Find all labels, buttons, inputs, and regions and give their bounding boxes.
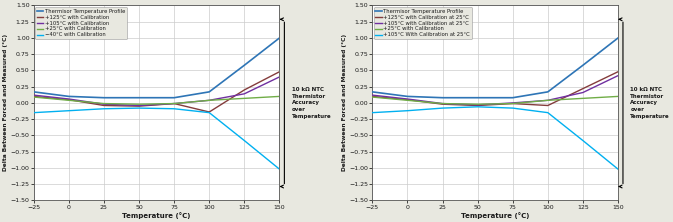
−40°C with Calibration [100,107,108,110]
+105°C With Calibration at 25°C [509,107,517,109]
+25°C with Calibration [474,103,482,105]
+25°C with Calibration [205,99,213,102]
Thermisor Temperature Profile [135,96,143,99]
Thermisor Temperature Profile [509,96,517,99]
Thermisor Temperature Profile [439,96,447,99]
Thermisor Temperature Profile [544,91,552,93]
+25°C with Calibration [65,99,73,102]
Thermisor Temperature Profile [614,37,622,39]
+105°C With Calibration at 25°C [403,109,411,112]
+105°C With Calibration at 25°C [439,107,447,109]
Legend: Thermisor Temperature Profile, +125°C with Calibration, +105°C with Calibration,: Thermisor Temperature Profile, +125°C wi… [35,7,127,39]
Y-axis label: Delta Between Forced and Measured (°C): Delta Between Forced and Measured (°C) [3,34,9,171]
+105°C with Calibration [170,102,178,105]
+125°C with Calibration [65,98,73,101]
+25°C with Calibration [30,96,38,98]
+125°C with Calibration [205,111,213,113]
−40°C with Calibration [30,111,38,114]
Thermisor Temperature Profile [30,91,38,93]
Thermisor Temperature Profile [579,64,587,67]
+105°C With Calibration at 25°C [579,139,587,142]
Line: Thermisor Temperature Profile: Thermisor Temperature Profile [34,38,279,98]
X-axis label: Temperature (°C): Temperature (°C) [122,212,190,218]
Thermisor Temperature Profile [275,37,283,39]
+105°C with Calibration [205,99,213,102]
Thermisor Temperature Profile [368,91,376,93]
Thermisor Temperature Profile [65,95,73,98]
+125°C with Calibration [100,104,108,107]
+25°C with Calibration [579,97,587,100]
+105°C with Calibration [65,98,73,100]
+105°C with Calibration at 25°C [368,94,376,96]
Line: Thermisor Temperature Profile: Thermisor Temperature Profile [372,38,618,98]
+25°C with Calibration [368,96,376,98]
Thermisor Temperature Profile [205,91,213,93]
+125°C with Calibration at 25°C [614,70,622,73]
Y-axis label: Delta Between Forced and Measured (°C): Delta Between Forced and Measured (°C) [342,34,347,171]
+125°C with Calibration at 25°C [509,102,517,105]
+25°C with Calibration [509,102,517,105]
+125°C with Calibration [240,89,248,91]
+25°C with Calibration [275,95,283,98]
+105°C With Calibration at 25°C [368,111,376,114]
+25°C with Calibration [403,99,411,102]
Line: +125°C with Calibration: +125°C with Calibration [34,72,279,112]
Line: −40°C with Calibration: −40°C with Calibration [34,108,279,169]
+105°C with Calibration at 25°C [509,102,517,104]
Line: +25°C with Calibration: +25°C with Calibration [372,96,618,104]
X-axis label: Temperature (°C): Temperature (°C) [461,212,530,218]
Thermisor Temperature Profile [240,64,248,67]
+25°C with Calibration [614,95,622,98]
Line: +105°C with Calibration: +105°C with Calibration [34,77,279,105]
+105°C with Calibration [135,104,143,107]
+125°C with Calibration [275,70,283,73]
+125°C with Calibration at 25°C [544,104,552,107]
+105°C with Calibration [240,93,248,95]
+25°C with Calibration [240,97,248,100]
+25°C with Calibration [439,102,447,105]
+105°C with Calibration [275,76,283,78]
+125°C with Calibration at 25°C [474,104,482,107]
Thermisor Temperature Profile [403,95,411,98]
+105°C with Calibration [100,103,108,105]
+105°C With Calibration at 25°C [474,105,482,108]
+25°C with Calibration [135,103,143,105]
Line: +25°C with Calibration: +25°C with Calibration [34,96,279,104]
Line: +105°C With Calibration at 25°C: +105°C With Calibration at 25°C [372,107,618,169]
−40°C with Calibration [240,139,248,142]
−40°C with Calibration [205,111,213,114]
+125°C with Calibration [170,102,178,105]
+125°C with Calibration [30,95,38,98]
+105°C With Calibration at 25°C [544,111,552,114]
+105°C with Calibration at 25°C [403,98,411,100]
Text: 10 kΩ NTC
Thermistor
Accuracy
over
Temperature: 10 kΩ NTC Thermistor Accuracy over Tempe… [631,87,670,119]
+105°C with Calibration at 25°C [579,91,587,94]
Thermisor Temperature Profile [100,96,108,99]
+25°C with Calibration [544,99,552,102]
+125°C with Calibration at 25°C [439,103,447,105]
Thermisor Temperature Profile [474,96,482,99]
Line: +125°C with Calibration at 25°C: +125°C with Calibration at 25°C [372,72,618,105]
+125°C with Calibration [135,105,143,107]
+105°C with Calibration [30,94,38,96]
−40°C with Calibration [65,109,73,112]
+25°C with Calibration [100,102,108,105]
+125°C with Calibration at 25°C [403,98,411,101]
+105°C with Calibration at 25°C [474,103,482,106]
+105°C with Calibration at 25°C [614,74,622,77]
+125°C with Calibration at 25°C [579,87,587,90]
+105°C With Calibration at 25°C [614,168,622,170]
−40°C with Calibration [170,107,178,110]
Legend: Thermisor Temperature Profile, +125°C with Calibration at 25°C, +105°C with Cali: Thermisor Temperature Profile, +125°C wi… [374,7,472,39]
+105°C with Calibration at 25°C [439,102,447,105]
+25°C with Calibration [170,102,178,105]
−40°C with Calibration [135,107,143,109]
+105°C with Calibration at 25°C [544,99,552,102]
Text: 10 kΩ NTC
Thermistor
Accuracy
over
Temperature: 10 kΩ NTC Thermistor Accuracy over Tempe… [292,87,331,119]
−40°C with Calibration [275,168,283,170]
Thermisor Temperature Profile [170,96,178,99]
+125°C with Calibration at 25°C [368,95,376,98]
Line: +105°C with Calibration at 25°C: +105°C with Calibration at 25°C [372,76,618,105]
